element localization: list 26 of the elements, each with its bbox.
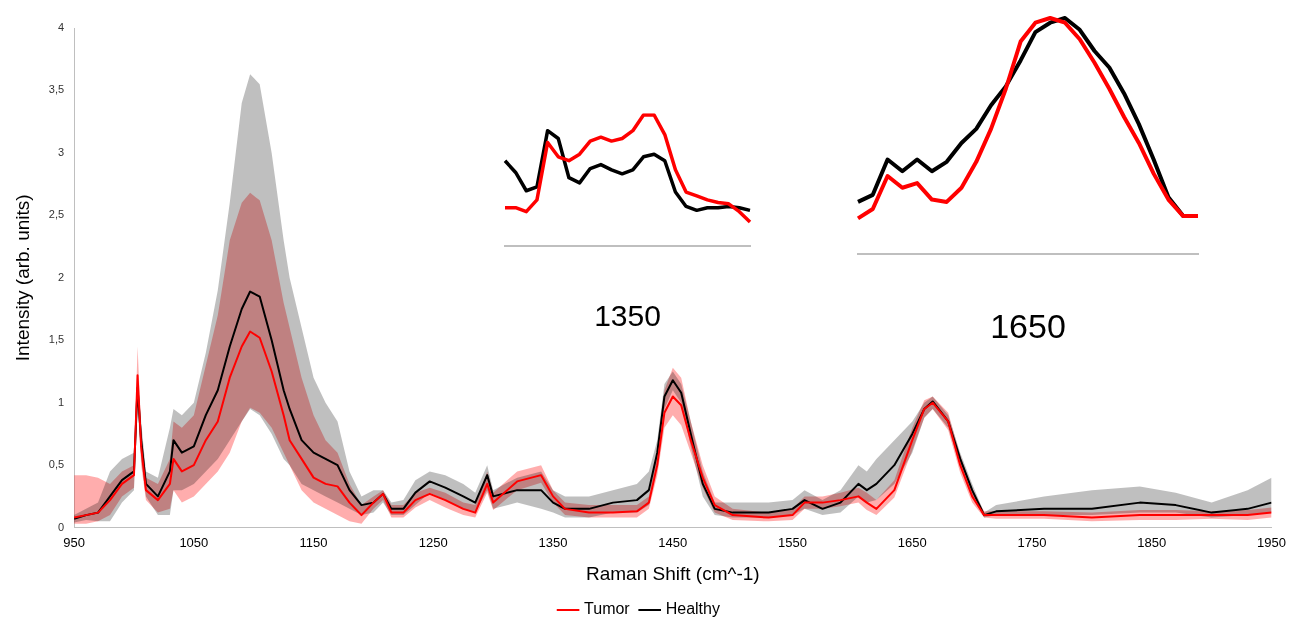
y-axis-title: Intensity (arb. units) <box>11 194 33 362</box>
x-tick-label: 1950 <box>1257 534 1286 550</box>
x-tick-label: 1450 <box>658 534 688 550</box>
y-tick-label: 1 <box>57 395 65 408</box>
x-tick-label: 1750 <box>1017 534 1047 550</box>
y-tick-label: 2 <box>57 270 65 283</box>
x-tick-label: 950 <box>63 534 85 550</box>
y-tick-label: 1,5 <box>48 333 65 346</box>
y-tick-label: 3,5 <box>48 83 65 96</box>
y-tick-label: 3 <box>57 145 65 158</box>
y-tick-label: 0,5 <box>48 458 65 471</box>
y-tick-label: 0 <box>57 520 65 533</box>
x-tick-label: 1050 <box>179 534 209 550</box>
y-tick-label: 2,5 <box>48 208 65 221</box>
x-tick-label: 1650 <box>897 534 927 550</box>
x-tick-label: 1250 <box>418 534 448 550</box>
x-axis-title: Raman Shift (cm^-1) <box>586 562 760 584</box>
x-tick-label: 1550 <box>778 534 808 550</box>
x-tick-label: 1350 <box>538 534 568 550</box>
x-tick-label: 1150 <box>299 534 328 550</box>
x-tick-label: 1850 <box>1137 534 1167 550</box>
legend-label: Tumor <box>584 600 631 618</box>
y-tick-label: 4 <box>57 21 65 34</box>
legend-label: Healthy <box>665 600 720 618</box>
x-axis-title: 1350 <box>594 299 661 333</box>
x-axis-title: 1650 <box>990 306 1066 345</box>
